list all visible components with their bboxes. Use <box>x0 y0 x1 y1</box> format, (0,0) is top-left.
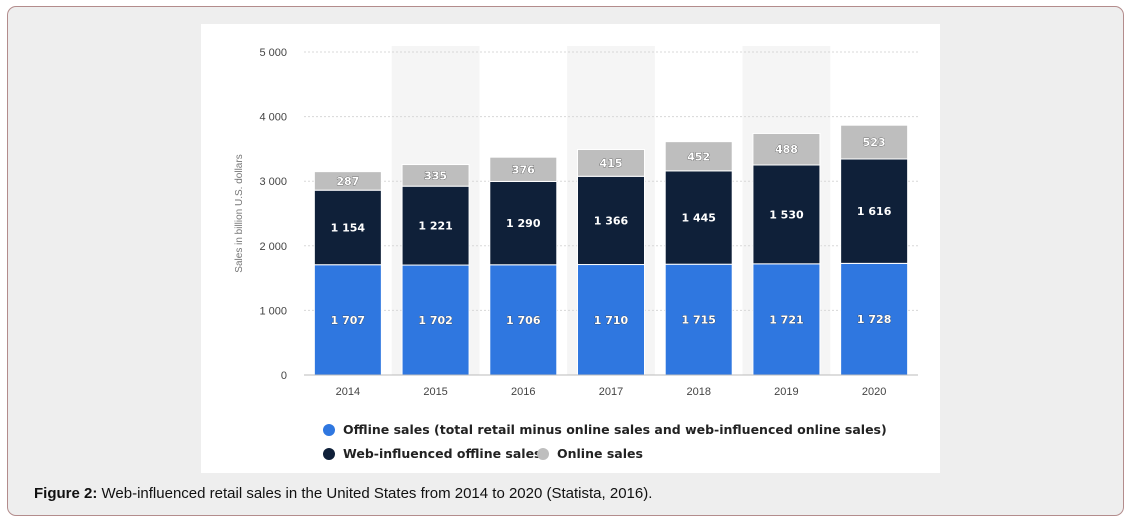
figure-frame: 0 1 000 2 000 3 000 4 000 5 000 Sales in billi… <box>7 6 1124 516</box>
x-tick-label-2019: 2019 <box>774 386 798 398</box>
data-label-offline-2014: 1 707 <box>331 314 365 327</box>
bar-online-2019 <box>752 132 821 166</box>
data-label-offline-2017: 1 710 <box>594 314 629 327</box>
data-label-online-2014: 287 <box>336 175 359 188</box>
bar-web-2015 <box>401 185 470 266</box>
y-tick-label: 1 000 <box>259 305 287 317</box>
data-label-web-2018: 1 445 <box>681 212 715 225</box>
x-tick-label-2018: 2018 <box>686 386 710 398</box>
bar-offline-2016 <box>489 264 558 376</box>
bar-online-2017 <box>577 148 645 177</box>
data-label-web-2015: 1 221 <box>418 220 452 233</box>
data-label-offline-2015: 1 702 <box>418 314 452 327</box>
data-label-web-2019: 1 530 <box>769 208 804 221</box>
bar-online-2014 <box>313 171 382 191</box>
y-tick-label: 4 000 <box>259 112 287 124</box>
legend-marker-online <box>537 448 549 460</box>
bar-offline-2020 <box>840 262 909 376</box>
bar-web-2017 <box>577 175 645 266</box>
bar-web-2019 <box>752 164 821 265</box>
legend-label-online: Online sales <box>557 446 643 461</box>
data-label-web-2017: 1 366 <box>594 214 629 227</box>
data-label-online-2018: 452 <box>687 150 710 163</box>
bar-offline-2019 <box>752 263 821 376</box>
data-label-online-2016: 376 <box>512 163 535 176</box>
data-label-online-2017: 415 <box>600 157 623 170</box>
legend-marker-offline <box>323 424 335 436</box>
x-tick-label-2015: 2015 <box>423 386 447 398</box>
y-axis-label: Sales in billion U.S. dollars <box>234 154 245 272</box>
bar-online-2016 <box>489 156 558 182</box>
data-label-web-2020: 1 616 <box>857 205 892 218</box>
y-tick-label: 3 000 <box>259 176 287 188</box>
x-tick-label-2014: 2014 <box>336 386 360 398</box>
legend-label-web: Web-influenced offline sales <box>343 446 542 461</box>
data-label-offline-2020: 1 728 <box>857 313 891 326</box>
data-label-offline-2016: 1 706 <box>506 314 541 327</box>
figure-caption: Figure 2: Web-influenced retail sales in… <box>34 485 652 502</box>
x-tick-label-2017: 2017 <box>599 386 623 398</box>
caption-label: Figure 2: <box>34 485 98 502</box>
data-label-offline-2018: 1 715 <box>681 314 715 327</box>
data-label-web-2014: 1 154 <box>331 221 366 234</box>
x-tick-label-2016: 2016 <box>511 386 535 398</box>
legend-marker-web <box>323 448 335 460</box>
y-tick-label: 2 000 <box>259 241 287 253</box>
legend-label-offline: Offline sales (total retail minus online… <box>343 422 887 437</box>
y-tick-label: 0 <box>281 370 287 382</box>
data-label-online-2019: 488 <box>775 143 798 156</box>
data-label-offline-2019: 1 721 <box>769 313 803 326</box>
bar-online-2015 <box>401 164 470 187</box>
bar-web-2016 <box>489 180 558 266</box>
caption-text: Web-influenced retail sales in the Unite… <box>101 485 653 502</box>
x-tick-label-2020: 2020 <box>862 386 886 398</box>
bar-online-2018 <box>664 141 733 172</box>
stacked-bar-chart: 0 1 000 2 000 3 000 4 000 5 000 Sales in billi… <box>234 46 918 461</box>
data-label-online-2015: 335 <box>424 169 447 182</box>
bar-web-2018 <box>664 170 733 265</box>
data-label-web-2016: 1 290 <box>506 217 541 230</box>
bar-offline-2018 <box>664 263 733 376</box>
bar-offline-2015 <box>401 264 470 376</box>
bar-online-2020 <box>840 124 909 160</box>
chart-panel: 0 1 000 2 000 3 000 4 000 5 000 Sales in billi… <box>201 24 940 473</box>
y-tick-label: 5 000 <box>259 47 287 59</box>
bar-web-2014 <box>313 189 382 266</box>
data-label-online-2020: 523 <box>863 136 886 149</box>
